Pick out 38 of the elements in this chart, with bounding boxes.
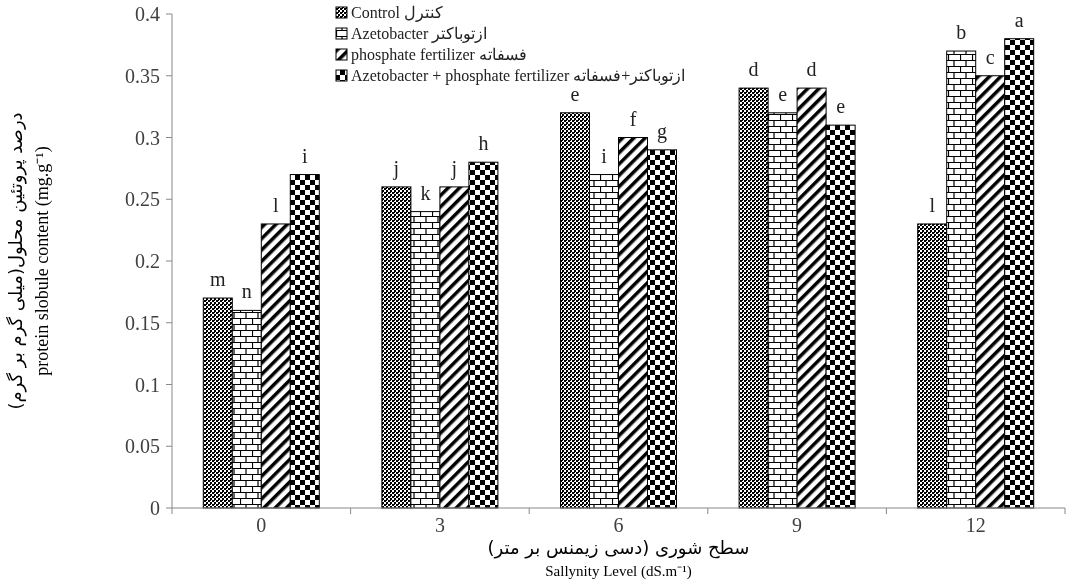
data-label: m — [210, 268, 227, 291]
data-label: e — [570, 82, 580, 105]
data-label: e — [778, 82, 788, 105]
y-tick-label: 0.2 — [135, 250, 160, 272]
y-tick-label: 0.3 — [135, 126, 160, 149]
legend-label: Azetobacter + phosphate fertilizer ازتوباکتر+فسفاته — [351, 67, 686, 85]
y-tick-label: 0 — [150, 497, 160, 519]
x-tick-label: 12 — [965, 514, 986, 536]
data-label: a — [1014, 8, 1024, 31]
data-label: j — [392, 156, 400, 180]
data-label: l — [929, 193, 936, 216]
data-label: d — [806, 58, 817, 81]
data-label: k — [420, 181, 431, 204]
data-label: e — [836, 95, 846, 118]
data-label: f — [629, 107, 637, 130]
legend-label: Control کنترل — [351, 4, 443, 22]
data-label: c — [985, 45, 995, 68]
x-tick-label: 9 — [792, 514, 803, 536]
data-label: l — [273, 193, 280, 216]
data-label: i — [302, 144, 309, 167]
legend-label: phosphate fertilizer فسفاته — [351, 46, 527, 64]
x-tick-label: 6 — [613, 514, 624, 536]
data-label: j — [450, 156, 458, 180]
data-label: i — [601, 144, 608, 167]
y-tick-label: 0.15 — [125, 311, 160, 334]
y-tick-label: 0.1 — [135, 373, 160, 396]
y-tick-label: 0.05 — [125, 435, 160, 458]
y-tick-label: 0.25 — [125, 188, 160, 211]
x-tick-label: 3 — [434, 514, 445, 536]
data-label: d — [748, 58, 759, 81]
y-tick-label: 0.35 — [125, 64, 160, 87]
data-label: h — [478, 132, 489, 155]
data-label: b — [956, 21, 967, 44]
x-tick-label: 0 — [256, 514, 267, 536]
legend-label: Azetobacter ازتوباکتر — [351, 25, 488, 43]
data-label: n — [241, 280, 252, 303]
y-tick-label: 0.4 — [135, 3, 160, 25]
data-label: g — [657, 119, 667, 143]
